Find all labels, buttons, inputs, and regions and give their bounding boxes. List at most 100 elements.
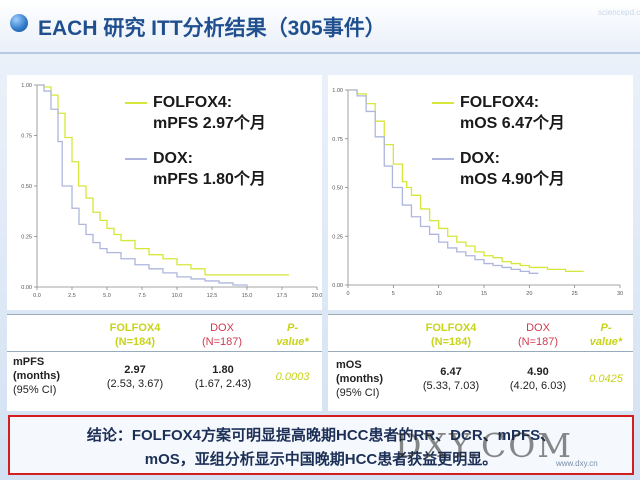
pfs-xtick-label: 15.0	[242, 293, 253, 299]
conclusion-box: 结论：FOLFOX4方案可明显提高晚期HCC患者的RR、DCR、mPFS、 mO…	[8, 415, 634, 475]
pfs-folfox-median: 2.97	[124, 364, 146, 376]
page-title: EACH 研究 ITT分析结果（305事件）	[38, 17, 386, 40]
os-header-pvalue: P- value*	[580, 321, 632, 349]
conclusion-line-1: 结论：FOLFOX4方案可明显提高晚期HCC患者的RR、DCR、mPFS、	[86, 427, 556, 444]
right-legend-dox-line2: mOS 4.90个月	[460, 171, 565, 188]
os-pvalue: 0.0425	[589, 373, 623, 385]
left-legend-dox-line1: DOX:	[153, 150, 193, 167]
pfs-row-label-1: mPFS	[13, 356, 45, 368]
pfs-header-dox-n: (N=187)	[201, 336, 243, 348]
dox-swatch-icon	[125, 157, 147, 160]
os-series-dox	[348, 89, 539, 274]
pfs-xtick-label: 10.0	[172, 293, 183, 299]
right-legend-folfox: FOLFOX4: mOS 6.47个月	[432, 92, 565, 134]
pfs-ytick-label: 1.00	[21, 83, 32, 89]
pfs-row-label: mPFS (months) (95% CI)	[13, 355, 60, 397]
folfox-swatch-icon	[432, 101, 454, 104]
right-legend-dox: DOX: mOS 4.90个月	[432, 148, 565, 190]
pfs-ytick-label: 0.50	[21, 184, 32, 190]
os-ytick-label: 0.00	[332, 283, 343, 289]
os-xtick-label: 25	[572, 291, 578, 297]
pfs-chart: 0.00 0.25 0.50 0.75 1.00 0.0 2.5 5.0 7.5 10.0 12.5…	[21, 83, 322, 299]
conclusion-line-2: mOS，亚组分析显示中国晚期HCC患者获益更明显。	[144, 451, 498, 468]
os-row-label-1: mOS	[336, 359, 362, 371]
left-legend-folfox: FOLFOX4: mPFS 2.97个月	[125, 92, 266, 134]
os-ytick-label: 0.25	[332, 234, 343, 240]
os-xtick-label: 0	[346, 291, 349, 297]
pfs-row-label-3: (95% CI)	[13, 384, 57, 396]
os-folfox-value: 6.47 (5.33, 7.03)	[406, 365, 496, 393]
pfs-xtick-label: 5.0	[103, 293, 111, 299]
pfs-folfox-value: 2.97 (2.53, 3.67)	[95, 363, 175, 391]
os-table-divider	[328, 351, 633, 352]
pfs-xtick-label: 2.5	[68, 293, 76, 299]
pfs-xtick-label: 12.5	[207, 293, 218, 299]
left-chart-panel: 0.00 0.25 0.50 0.75 1.00 0.0 2.5 5.0 7.5 10.0 12.5…	[7, 75, 322, 310]
os-row-label: mOS (months) (95% CI)	[336, 358, 383, 400]
pfs-table: FOLFOX4 (N=184) DOX (N=187) P- value* mP…	[7, 314, 322, 411]
left-legend-folfox-line1: FOLFOX4:	[153, 94, 233, 111]
pfs-header-p: P-	[287, 322, 298, 334]
os-folfox-ci: (5.33, 7.03)	[422, 380, 480, 392]
os-xtick-label: 20	[526, 291, 532, 297]
dox-swatch-icon	[432, 157, 454, 160]
os-xtick-label: 15	[481, 291, 487, 297]
right-chart-panel: 0.00 0.25 0.50 0.75 1.00 0 5 10 15 20 25 30 FOLFOX4…	[328, 75, 633, 310]
right-legend-folfox-line2: mOS 6.47个月	[460, 115, 565, 132]
os-table: FOLFOX4 (N=184) DOX (N=187) P- value* mO…	[328, 314, 633, 411]
os-xtick-label: 5	[392, 291, 395, 297]
right-legend-dox-line1: DOX:	[460, 150, 500, 167]
os-folfox-median: 6.47	[440, 366, 462, 378]
pfs-header-pvalue: P- value*	[265, 321, 320, 349]
pfs-series-dox	[37, 84, 248, 287]
pfs-dox-median: 1.80	[212, 364, 234, 376]
pfs-header-dox-name: DOX	[210, 322, 234, 334]
pfs-pvalue: 0.0003	[275, 371, 310, 383]
os-header-folfox: FOLFOX4 (N=184)	[406, 321, 496, 349]
pfs-header-dox: DOX (N=187)	[187, 321, 257, 349]
os-ytick-label: 0.75	[332, 137, 343, 143]
os-chart: 0.00 0.25 0.50 0.75 1.00 0 5 10 15 20 25 30	[332, 88, 623, 297]
left-legend-folfox-line2: mPFS 2.97个月	[153, 115, 266, 132]
pfs-ytick-label: 0.75	[21, 134, 32, 140]
pfs-header-folfox-n: (N=184)	[114, 336, 156, 348]
pfs-header-folfox-name: FOLFOX4	[109, 322, 161, 334]
folfox-swatch-icon	[125, 101, 147, 104]
pfs-series-folfox4	[37, 84, 289, 276]
pfs-xtick-label: 0.0	[33, 293, 41, 299]
os-xtick-label: 30	[617, 291, 623, 297]
os-row-label-3: (95% CI)	[336, 387, 380, 399]
os-header-folfox-name: FOLFOX4	[425, 322, 477, 334]
os-header-dox: DOX (N=187)	[503, 321, 573, 349]
pfs-xtick-label: 17.5	[277, 293, 288, 299]
pfs-header-value: value*	[276, 336, 309, 348]
pfs-ytick-label: 0.00	[21, 285, 32, 291]
left-legend-dox-line2: mPFS 1.80个月	[153, 171, 266, 188]
pfs-dox-ci: (1.67, 2.43)	[194, 378, 252, 390]
os-dox-median: 4.90	[527, 366, 549, 378]
pfs-xtick-label: 20.0	[312, 293, 322, 299]
os-dox-value: 4.90 (4.20, 6.03)	[498, 365, 578, 393]
title-bar: EACH 研究 ITT分析结果（305事件） sciencepd.com	[0, 0, 640, 54]
os-header-folfox-n: (N=184)	[430, 336, 472, 348]
pfs-dox-value: 1.80 (1.67, 2.43)	[183, 363, 263, 391]
os-ytick-label: 1.00	[332, 88, 343, 94]
os-xtick-label: 10	[436, 291, 442, 297]
os-dox-ci: (4.20, 6.03)	[509, 380, 567, 392]
os-header-p: P-	[600, 322, 612, 334]
right-legend-folfox-line1: FOLFOX4:	[460, 94, 540, 111]
left-legend-dox: DOX: mPFS 1.80个月	[125, 148, 266, 190]
os-header-dox-n: (N=187)	[517, 336, 559, 348]
pfs-ytick-label: 0.25	[21, 235, 32, 241]
corner-logo: sciencepd.com	[598, 8, 640, 17]
pfs-header-folfox: FOLFOX4 (N=184)	[95, 321, 175, 349]
os-header-value: value*	[589, 336, 623, 348]
pfs-folfox-ci: (2.53, 3.67)	[106, 378, 164, 390]
os-ytick-label: 0.50	[332, 186, 343, 192]
watermark: DXY.COM	[395, 426, 574, 465]
pfs-xtick-label: 7.5	[138, 293, 146, 299]
bullet-icon	[10, 14, 28, 32]
pfs-row-label-2: (months)	[13, 370, 61, 382]
watermark-site: www.dxy.cn	[556, 459, 598, 468]
